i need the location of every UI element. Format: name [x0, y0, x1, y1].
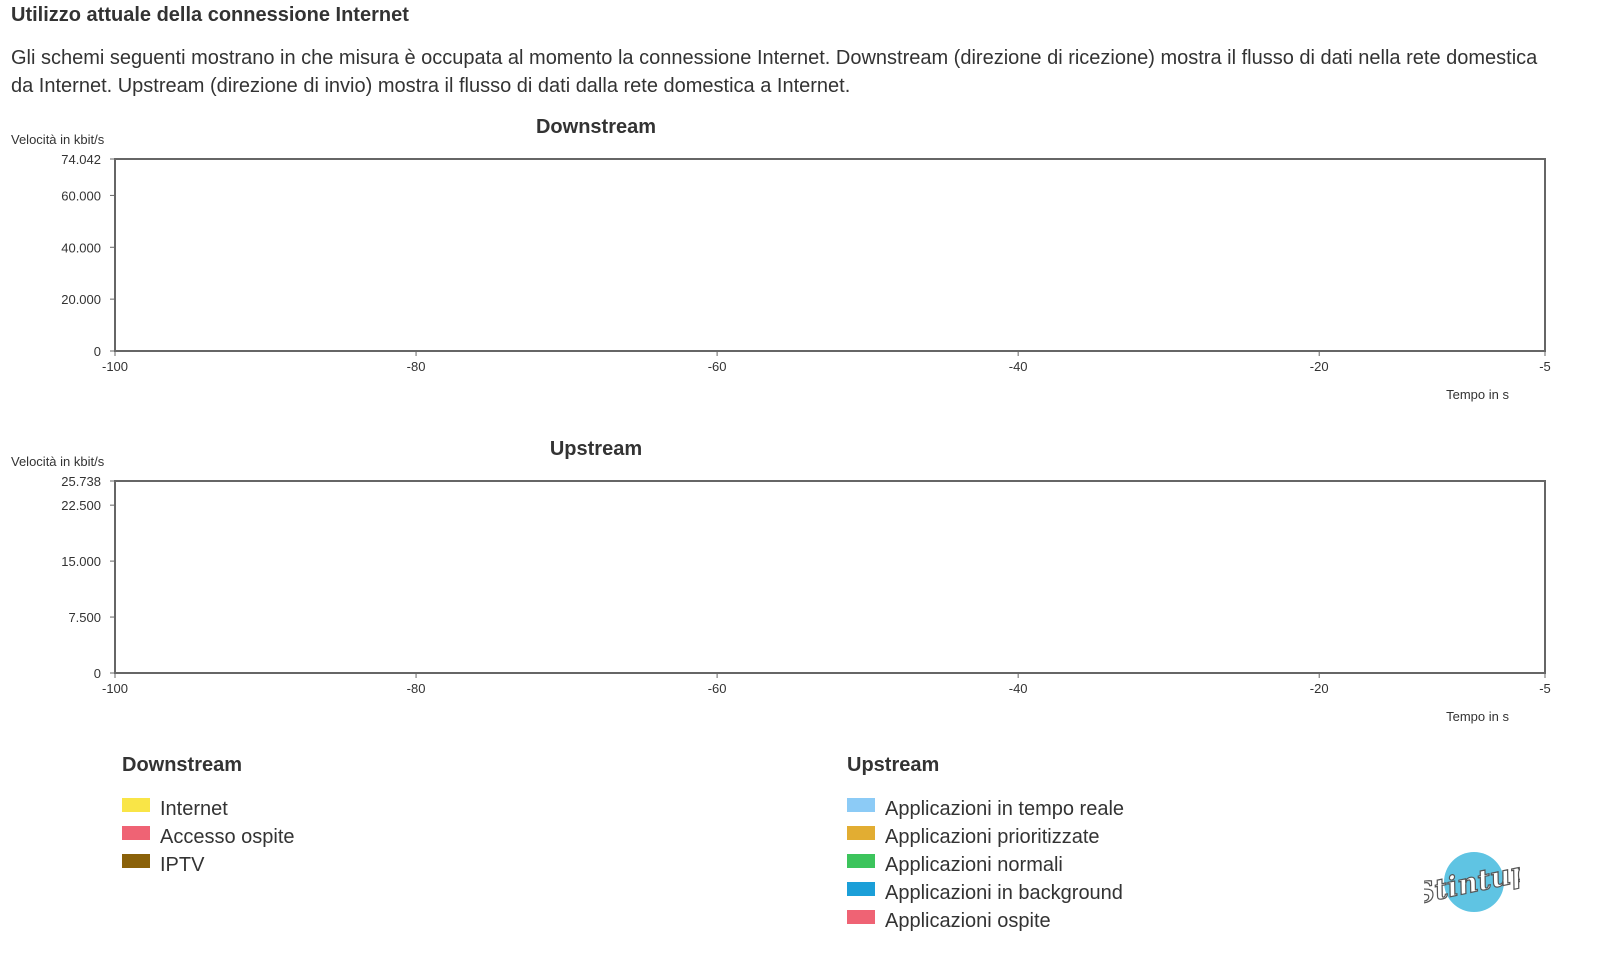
upstream-y-tick-label: 7.500: [68, 610, 101, 625]
upstream-x-tick-label: -40: [1009, 681, 1028, 696]
legend-swatch: [122, 854, 150, 868]
downstream-y-tick-label: 60.000: [61, 188, 101, 203]
legend-item: Applicazioni normali: [847, 851, 1124, 879]
downstream-y-tick-label: 74.042: [61, 152, 101, 167]
downstream-legend-title: Downstream: [122, 754, 243, 776]
downstream-plot-area: [114, 158, 1546, 352]
legend-swatch: [847, 826, 875, 840]
legend-item: Applicazioni ospite: [847, 907, 1124, 935]
page-title: Utilizzo attuale della connessione Inter…: [11, 4, 409, 26]
downstream-y-tick-label: 0: [94, 344, 101, 359]
legend-label: Applicazioni in background: [885, 882, 1123, 904]
legend-item: Internet: [122, 795, 295, 823]
legend-label: Applicazioni normali: [885, 854, 1063, 876]
downstream-chart-title: Downstream: [536, 116, 656, 138]
legend-item: Applicazioni prioritizzate: [847, 823, 1124, 851]
page-description: Gli schemi seguenti mostrano in che misu…: [11, 47, 1538, 97]
upstream-y-tick-label: 22.500: [61, 498, 101, 513]
legend-label: IPTV: [160, 854, 205, 876]
upstream-x-tick-label: -5: [1539, 681, 1551, 696]
legend-item: Applicazioni in background: [847, 879, 1124, 907]
upstream-x-tick-label: -80: [407, 681, 426, 696]
downstream-x-tick-label: -60: [708, 359, 727, 374]
legend-label: Applicazioni ospite: [885, 910, 1051, 932]
legend-swatch: [847, 854, 875, 868]
legend-swatch: [122, 798, 150, 812]
stintup-logo: Stintup: [1424, 852, 1520, 912]
downstream-x-axis-label: Tempo in s: [1446, 387, 1509, 402]
downstream-x-tick-label: -5: [1539, 359, 1551, 374]
downstream-x-tick-label: -40: [1009, 359, 1028, 374]
upstream-x-tick-label: -100: [102, 681, 128, 696]
legend-item: Applicazioni in tempo reale: [847, 795, 1124, 823]
upstream-y-tick-label: 15.000: [61, 554, 101, 569]
upstream-x-tick-label: -20: [1310, 681, 1329, 696]
legend-swatch: [847, 882, 875, 896]
legend-swatch: [122, 826, 150, 840]
downstream-x-tick-label: -80: [407, 359, 426, 374]
upstream-y-tick-label: 0: [94, 666, 101, 681]
legend-item: Accesso ospite: [122, 823, 295, 851]
downstream-chart: Downstream Velocità in kbit/s 0 20.000 40.00…: [11, 116, 1551, 402]
upstream-x-axis-label: Tempo in s: [1446, 709, 1509, 724]
legend-label: Accesso ospite: [160, 826, 295, 848]
legend-label: Internet: [160, 798, 228, 820]
legend-swatch: [847, 910, 875, 924]
downstream-legend: Downstream Internet Accesso ospite IPTV: [122, 753, 295, 879]
upstream-x-tick-label: -60: [708, 681, 727, 696]
legend-item: IPTV: [122, 851, 295, 879]
upstream-chart-title: Upstream: [550, 438, 642, 460]
downstream-y-axis-label: Velocità in kbit/s: [11, 132, 105, 147]
legend-swatch: [847, 798, 875, 812]
upstream-legend-title: Upstream: [847, 754, 940, 776]
logo-circle: [1444, 852, 1504, 912]
upstream-plot-area: [114, 480, 1546, 674]
downstream-y-tick-label: 40.000: [61, 240, 101, 255]
downstream-y-tick-label: 20.000: [61, 292, 101, 307]
downstream-x-tick-label: -20: [1310, 359, 1329, 374]
legend-label: Applicazioni prioritizzate: [885, 826, 1100, 848]
upstream-y-tick-label: 25.738: [61, 474, 101, 489]
downstream-x-tick-label: -100: [102, 359, 128, 374]
upstream-y-axis-label: Velocità in kbit/s: [11, 454, 105, 469]
upstream-chart: Upstream Velocità in kbit/s 0 7.500 15.000 22…: [11, 438, 1551, 724]
legend-label: Applicazioni in tempo reale: [885, 798, 1125, 820]
upstream-legend: Upstream Applicazioni in tempo reale Appl…: [847, 753, 1124, 935]
